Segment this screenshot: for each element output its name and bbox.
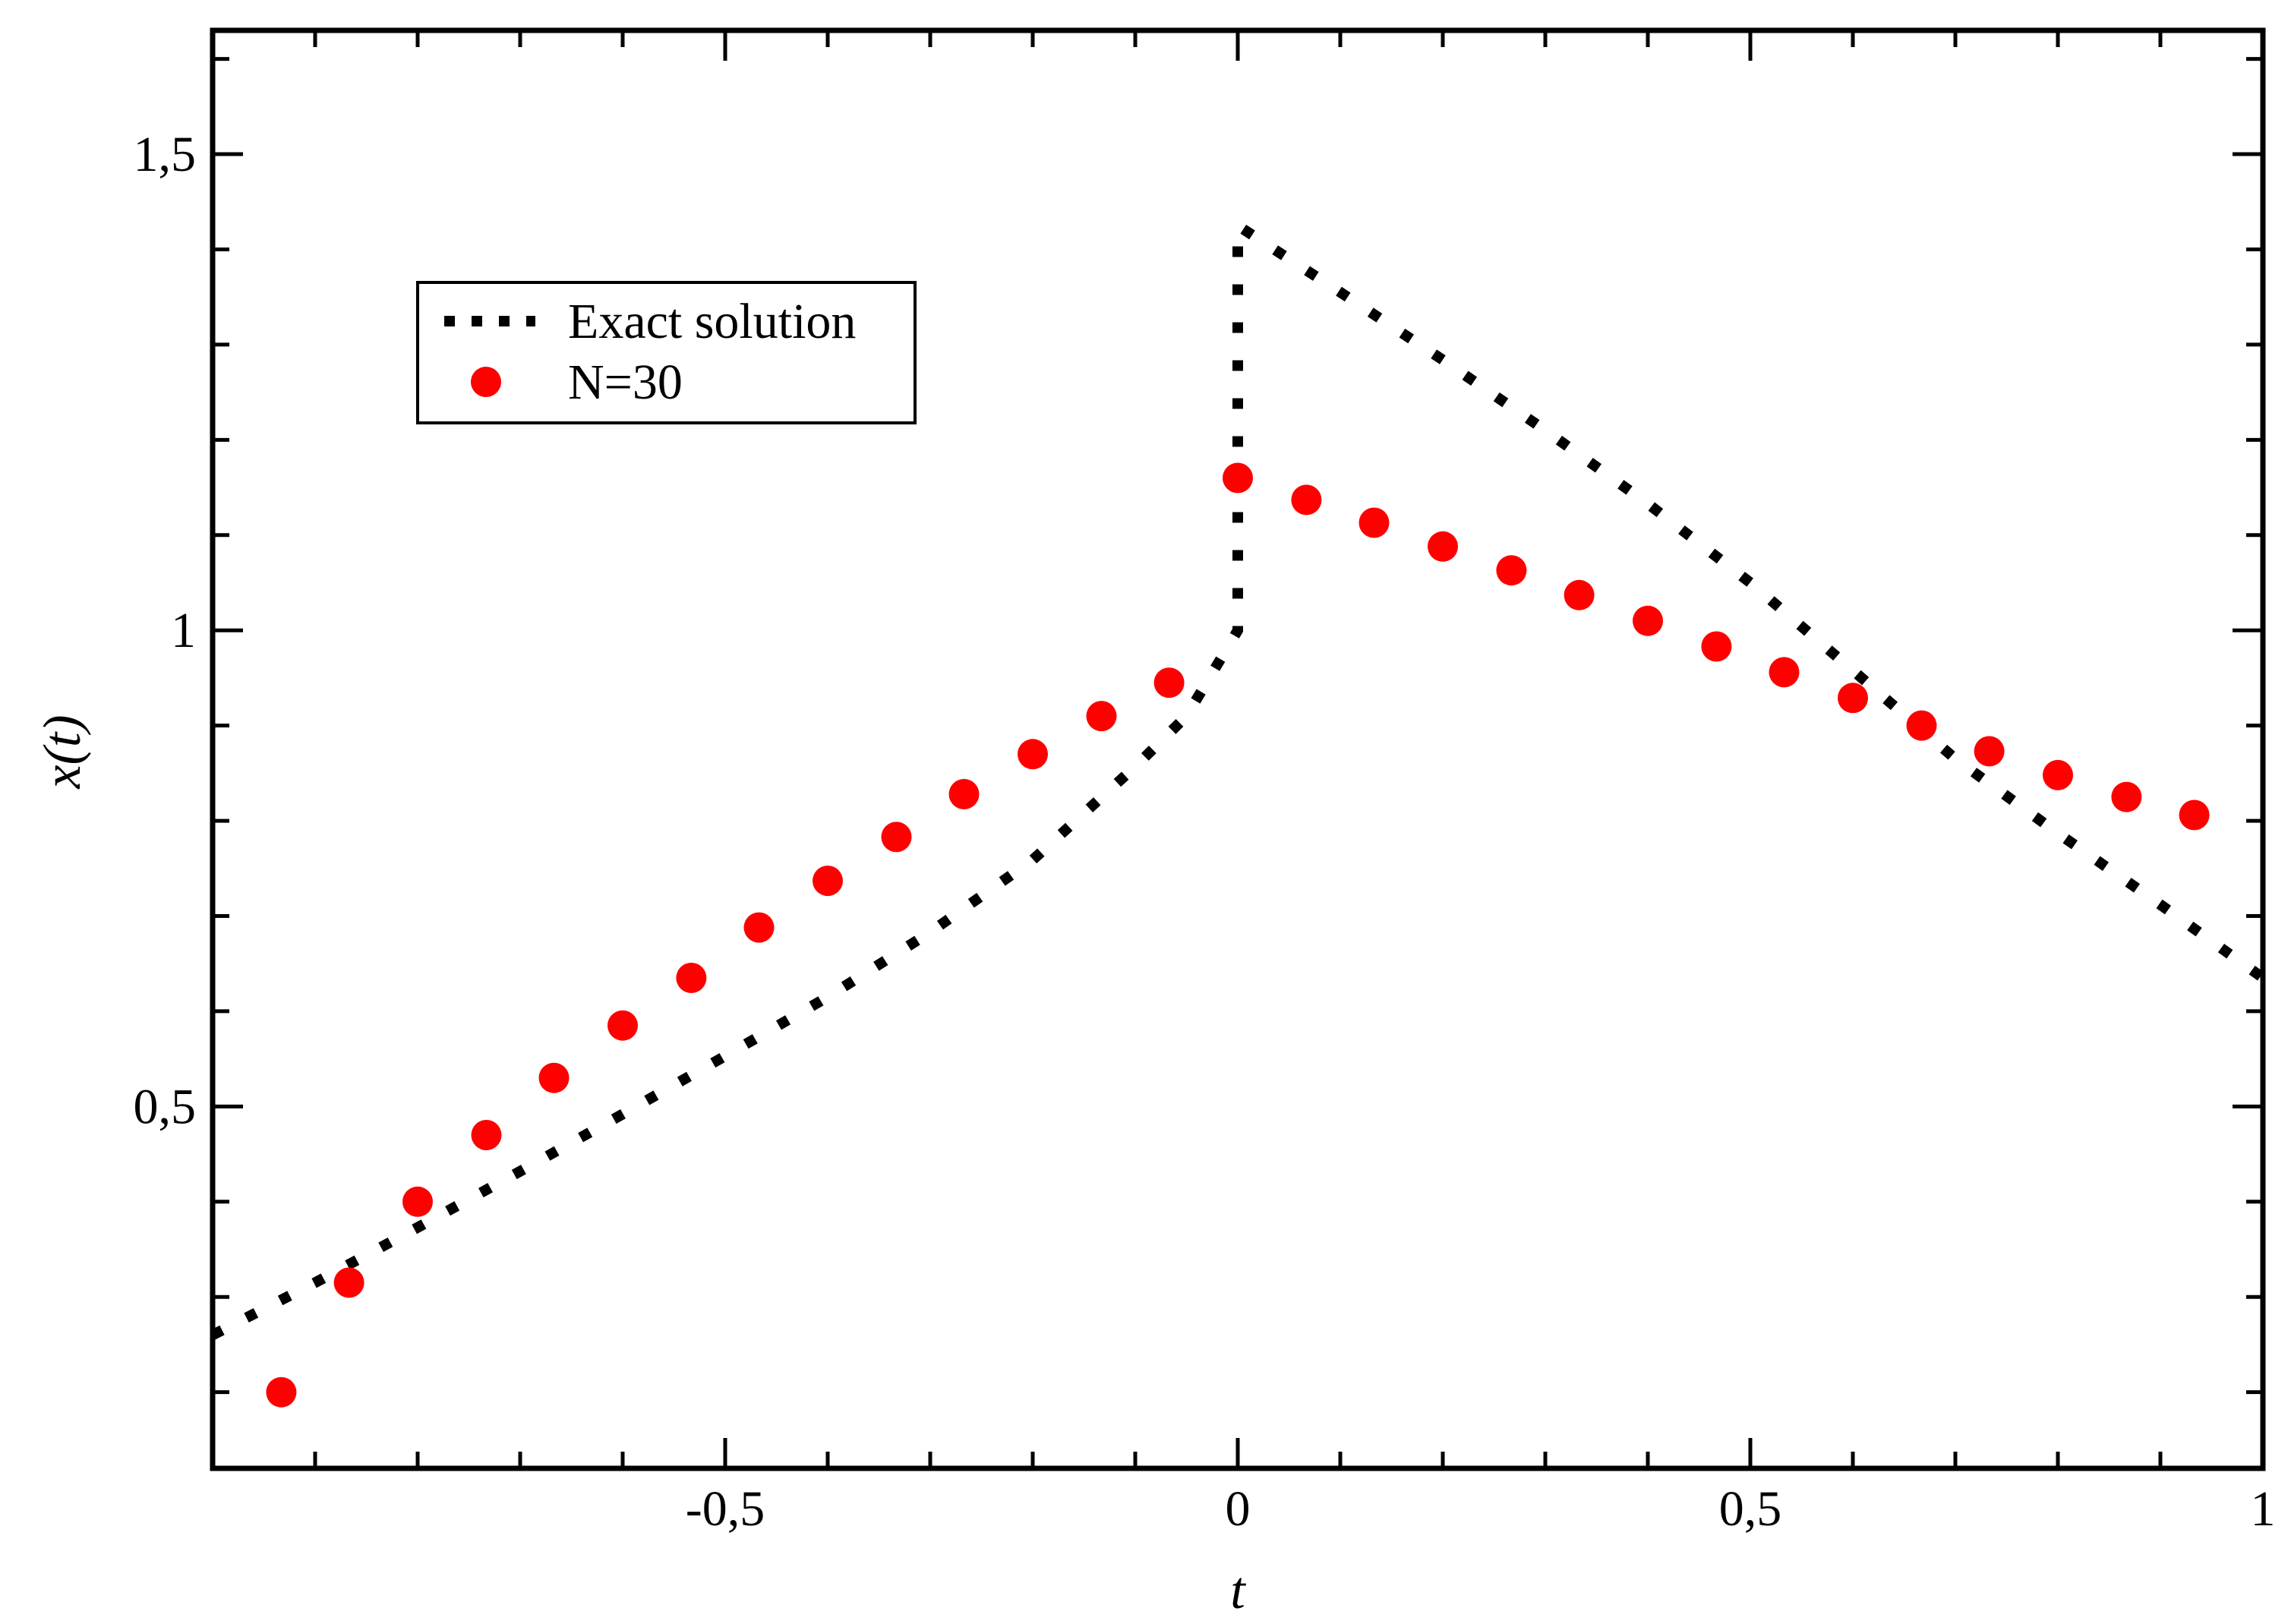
x-axis-title: t xyxy=(1230,1562,1246,1620)
n30-point xyxy=(813,866,843,897)
n30-point xyxy=(1153,667,1185,698)
legend: Exact solution N=30 xyxy=(416,281,917,424)
y-tick-label: 0,5 xyxy=(134,1079,197,1134)
n30-point xyxy=(538,1062,570,1093)
n30-point xyxy=(676,963,707,993)
y-axis-title: x(t) xyxy=(33,714,92,789)
n30-point xyxy=(1018,739,1048,770)
x-tick-label: 0 xyxy=(1226,1481,1251,1537)
n30-point xyxy=(1496,555,1527,586)
n30-point xyxy=(1564,579,1595,610)
n30-point xyxy=(1701,631,1732,662)
exact-solution-line xyxy=(210,216,2267,1340)
legend-label-n30: N=30 xyxy=(568,355,683,410)
plot-frame xyxy=(210,27,2266,1471)
n30-point xyxy=(743,912,775,943)
n30-point xyxy=(1291,484,1322,516)
n30-point xyxy=(266,1376,297,1408)
n30-point xyxy=(402,1186,433,1217)
n30-point xyxy=(1428,531,1458,562)
y-tick-label: 1 xyxy=(171,603,196,658)
n30-point xyxy=(1359,507,1390,538)
series-n30 xyxy=(266,462,2210,1408)
n30-point xyxy=(1769,657,1800,688)
legend-label-exact: Exact solution xyxy=(568,294,856,349)
y-tick-label: 1,5 xyxy=(134,127,197,182)
n30-point xyxy=(881,821,912,853)
n30-point xyxy=(1906,710,1937,741)
n30-point xyxy=(471,1120,502,1150)
n30-point xyxy=(1633,605,1663,636)
tick-labels: -0,5 0 0,5 1 0,5 1 1,5 xyxy=(134,127,2276,1537)
n30-point xyxy=(948,779,980,809)
series-exact-solution xyxy=(210,216,2267,1340)
n30-point xyxy=(1974,736,2005,767)
n30-point xyxy=(2043,759,2073,790)
legend-swatch-n30 xyxy=(471,367,501,397)
n30-point xyxy=(1838,683,1868,714)
n30-point xyxy=(607,1010,638,1041)
x-tick-label: -0,5 xyxy=(686,1481,765,1537)
n30-point xyxy=(2111,781,2142,812)
legend-box xyxy=(416,281,917,424)
n30-point xyxy=(1223,462,1253,494)
n30-point xyxy=(2179,799,2210,831)
n30-point xyxy=(333,1267,364,1298)
x-tick-label: 0,5 xyxy=(1719,1481,1782,1537)
axis-ticks xyxy=(210,30,2265,1468)
x-tick-label: 1 xyxy=(2251,1481,2276,1537)
n30-point xyxy=(1086,701,1117,732)
